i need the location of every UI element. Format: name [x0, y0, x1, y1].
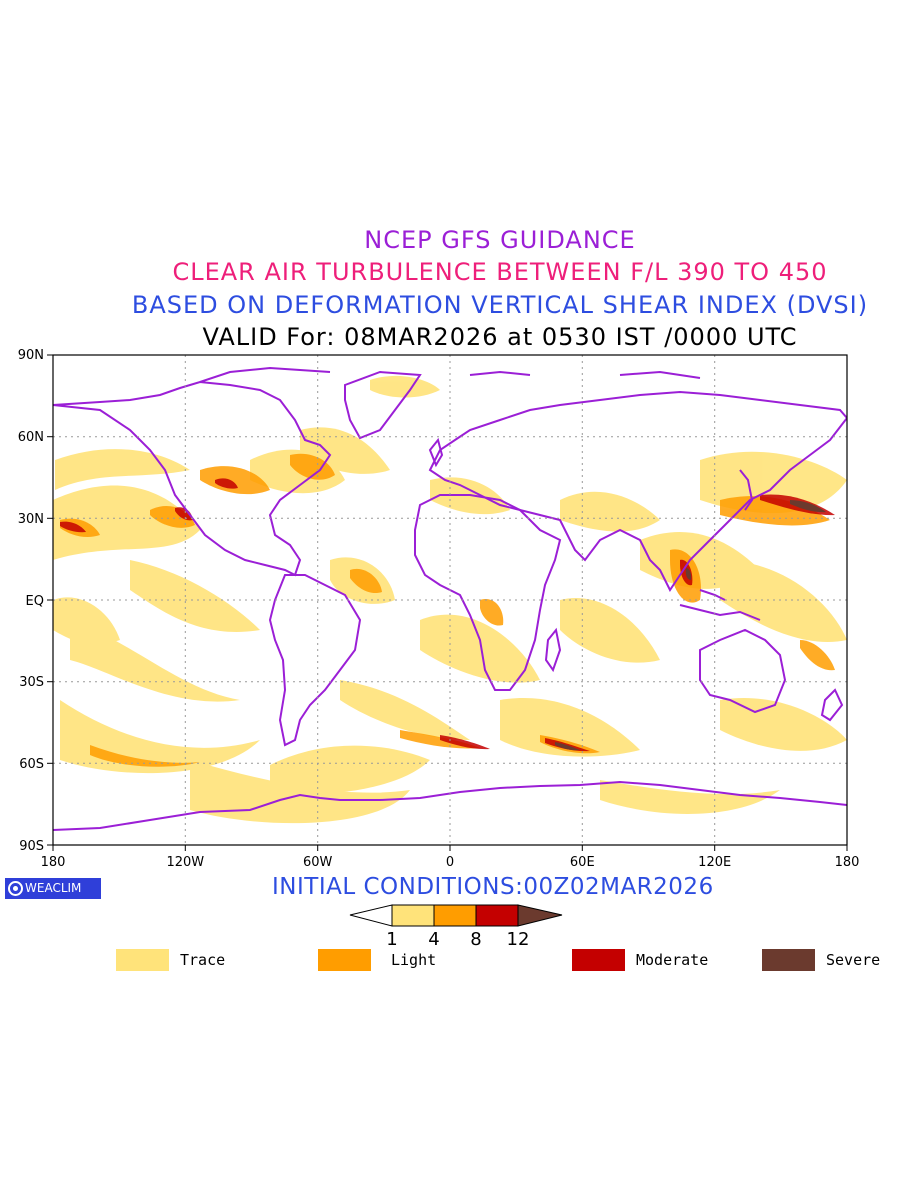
- colorbar-tick-label: 12: [506, 929, 530, 950]
- lon-labels: 180 120W 60W 0 60E 120E 180: [41, 855, 860, 870]
- lat-label: 90N: [18, 348, 44, 363]
- colorbar-tick-label: 1: [386, 929, 398, 950]
- logo-text: WEACLIM: [25, 881, 82, 895]
- colorbar-tick-label: 8: [470, 929, 482, 950]
- lat-label: 90S: [19, 839, 44, 854]
- lat-label: EQ: [26, 594, 44, 609]
- axis-ticks: [47, 354, 848, 851]
- graticule: [53, 355, 847, 845]
- colorbar: [349, 904, 563, 927]
- lon-label: 0: [446, 855, 454, 870]
- lat-label: 30S: [19, 675, 44, 690]
- lon-label: 120E: [698, 855, 731, 870]
- colorbar-segment-light: [433, 904, 477, 927]
- lon-label: 60W: [303, 855, 333, 870]
- legend-label: Moderate: [636, 951, 709, 969]
- initial-conditions: INITIAL CONDITIONS:00Z02MAR2026: [272, 874, 714, 900]
- lon-label: 180: [835, 855, 860, 870]
- lat-label: 60S: [19, 757, 44, 772]
- title-method: BASED ON DEFORMATION VERTICAL SHEAR INDE…: [131, 291, 869, 319]
- lon-label: 120W: [166, 855, 204, 870]
- legend-swatch-moderate: [572, 949, 625, 971]
- title-product: CLEAR AIR TURBULENCE BETWEEN F/L 390 TO …: [172, 258, 828, 286]
- logo-circle-icon: [8, 881, 23, 896]
- lon-label: 60E: [570, 855, 595, 870]
- lon-label: 180: [41, 855, 66, 870]
- legend-swatch-severe: [762, 949, 815, 971]
- lat-labels: 90N 60N 30N EQ 30S 60S 90S: [18, 348, 44, 854]
- lat-label: 60N: [18, 430, 44, 445]
- legend-label: Severe: [826, 951, 881, 969]
- lat-label: 30N: [18, 512, 44, 527]
- coastlines: [53, 366, 847, 831]
- legend-swatch-trace: [116, 949, 169, 971]
- legend-label: Light: [391, 951, 437, 969]
- colorbar-segment-below: [349, 904, 393, 927]
- title-model: NCEP GFS GUIDANCE: [364, 226, 636, 254]
- legend-swatch-light: [318, 949, 371, 971]
- colorbar-segment-severe: [517, 904, 563, 927]
- weaclim-logo: WEACLIM: [5, 878, 101, 899]
- colorbar-segment-trace: [391, 904, 435, 927]
- title-valid-time: VALID For: 08MAR2026 at 0530 IST /0000 U…: [202, 323, 798, 351]
- colorbar-segment-moderate: [475, 904, 519, 927]
- colorbar-tick-label: 4: [428, 929, 440, 950]
- legend-label: Trace: [180, 951, 226, 969]
